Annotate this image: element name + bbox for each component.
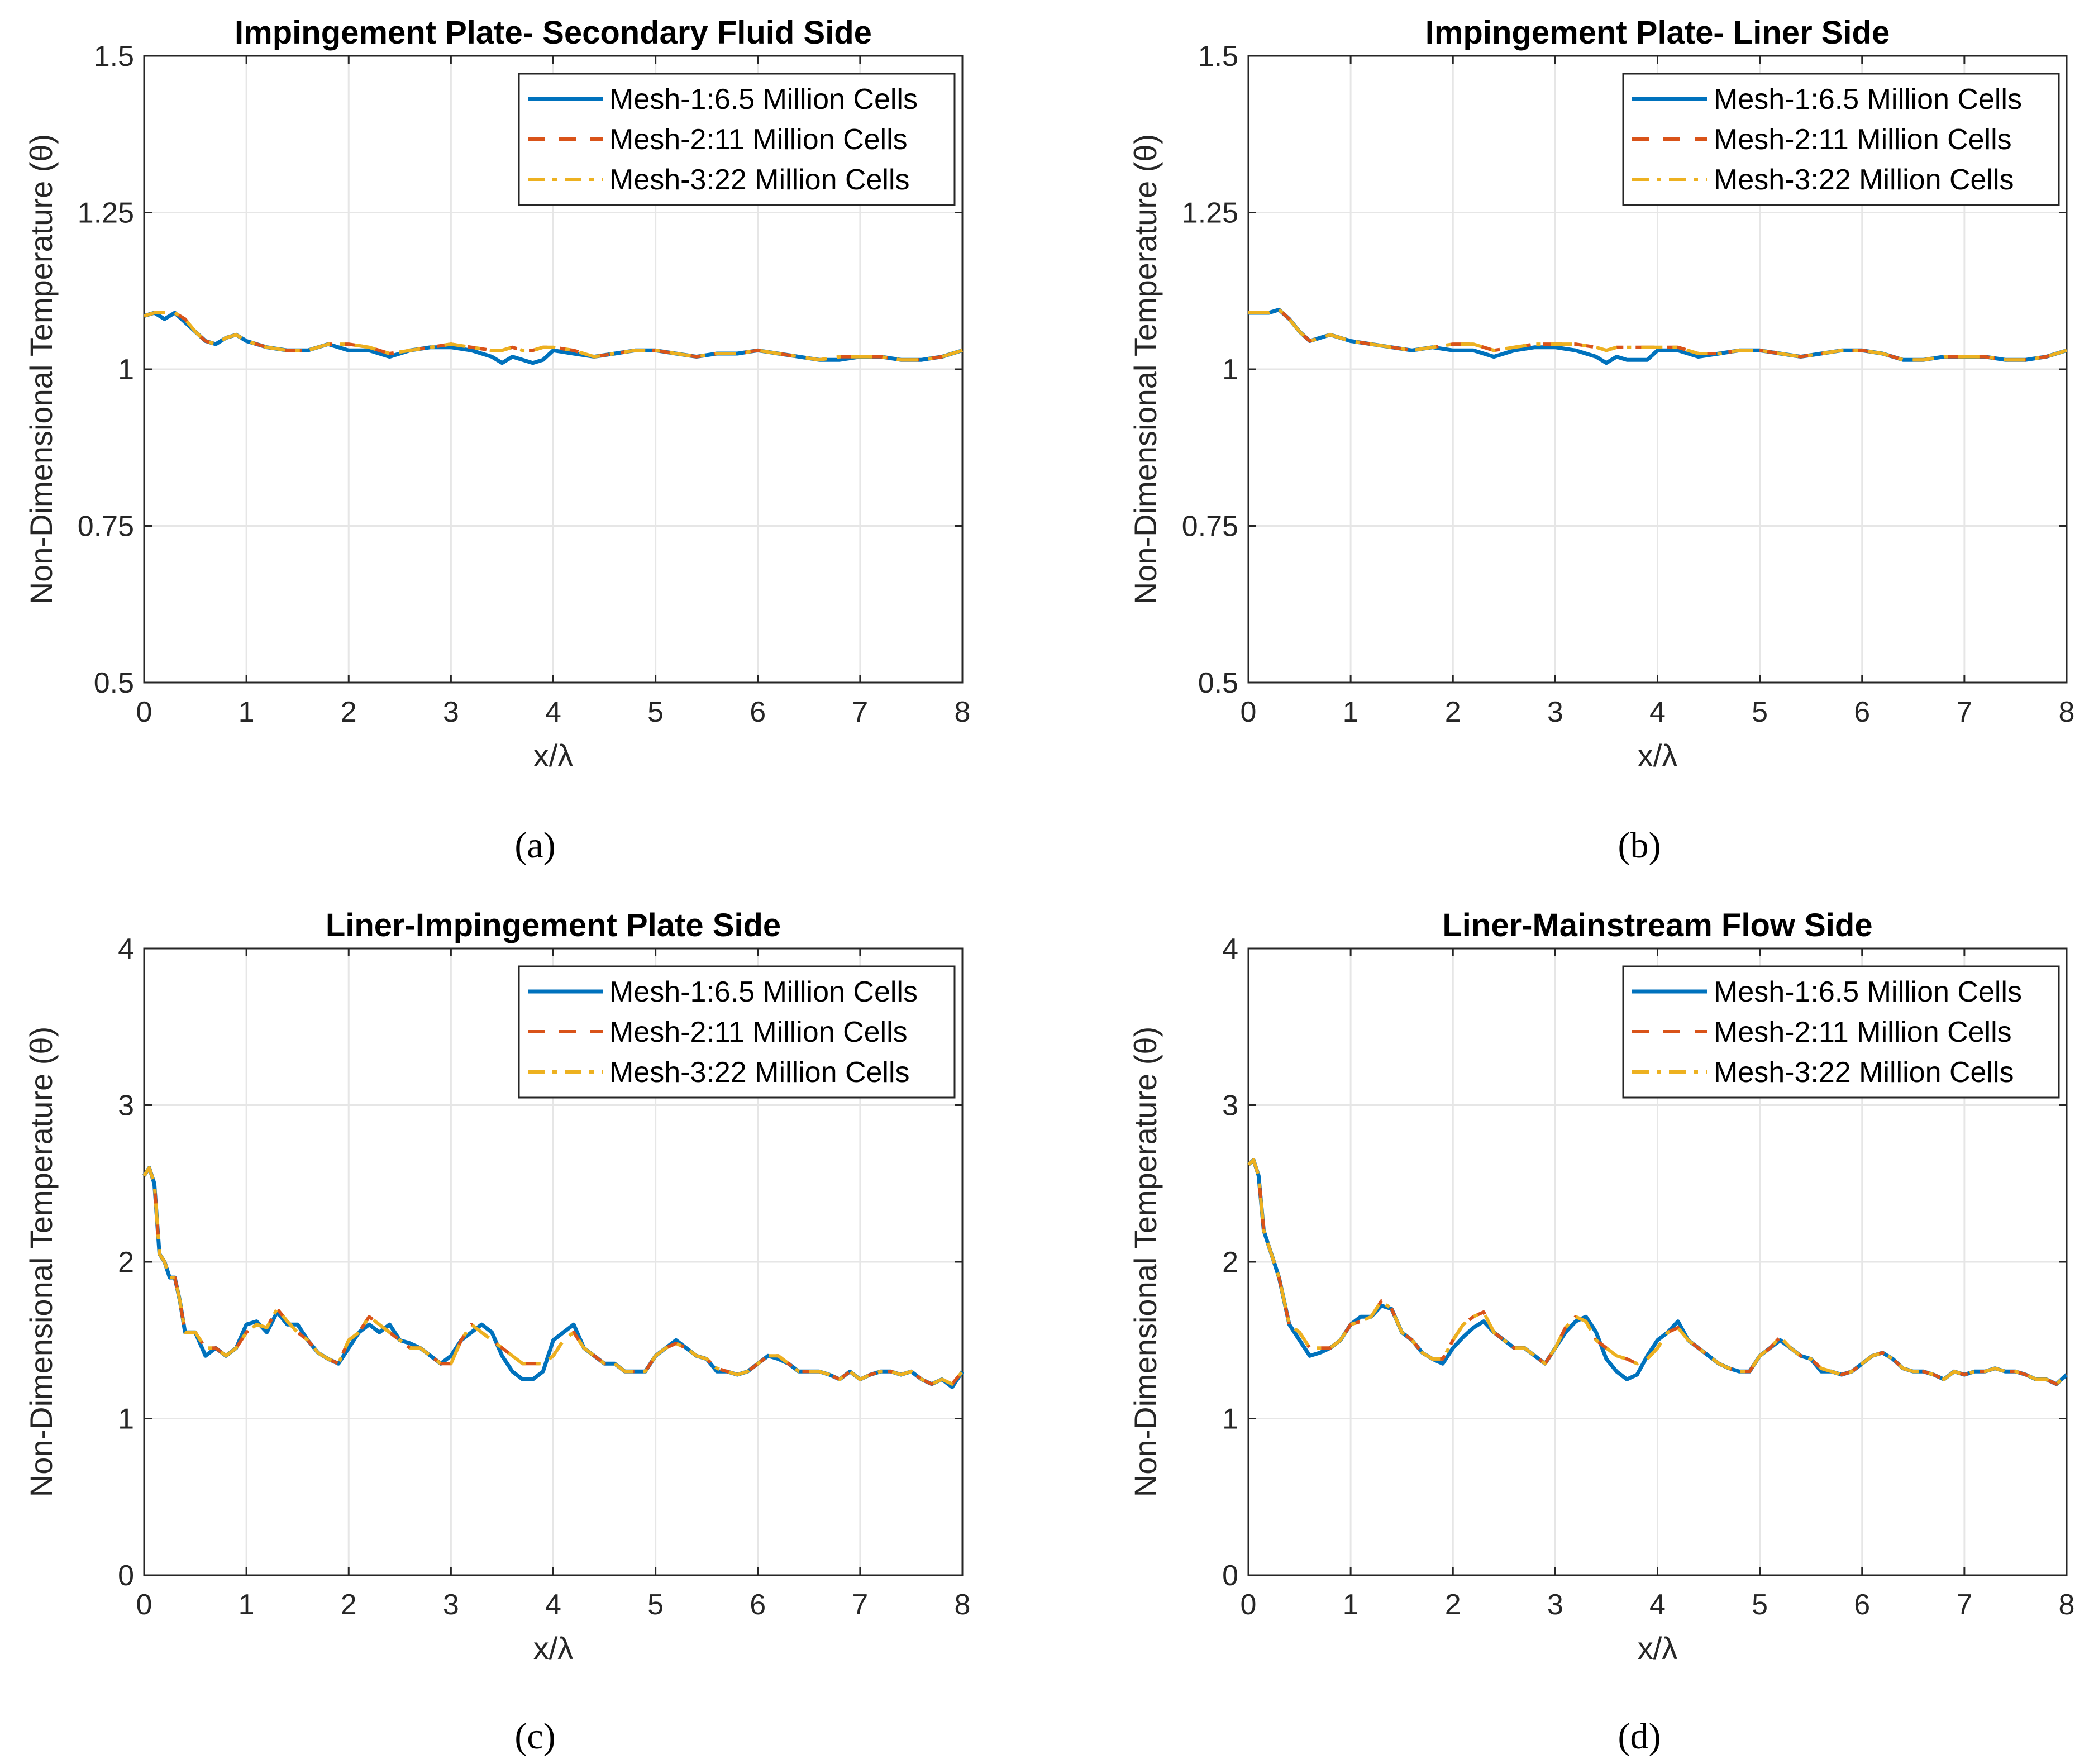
y-tick-label: 4 — [118, 933, 134, 965]
x-tick-label: 8 — [2059, 1589, 2075, 1621]
x-tick-label: 6 — [750, 1589, 766, 1621]
y-tick-label: 0.5 — [1198, 667, 1238, 699]
x-tick-label: 5 — [647, 1589, 664, 1621]
legend-label-1: Mesh-1:6.5 Million Cells — [609, 976, 918, 1008]
y-tick-label: 1.25 — [1182, 197, 1238, 230]
x-tick-label: 4 — [1649, 1589, 1666, 1621]
legend-label-1: Mesh-1:6.5 Million Cells — [1714, 83, 2022, 116]
chart-panel-b: 0 1 2 3 4 5 6 7 8 0.5 0.75 1 1.25 1.5 Impingement Plat… — [1128, 15, 2074, 866]
panel-caption: (b) — [1618, 825, 1661, 866]
x-tick-label: 7 — [852, 1589, 868, 1621]
y-tick-label: 0.75 — [1182, 511, 1238, 543]
y-tick-label: 0.75 — [78, 511, 134, 543]
x-tick-label: 4 — [545, 1589, 561, 1621]
x-axis-label: x/λ — [533, 738, 574, 773]
y-axis-label: Non-Dimensional Temperature (θ) — [1128, 1027, 1163, 1497]
y-tick-label: 1 — [118, 354, 134, 386]
x-tick-label: 5 — [1752, 1589, 1768, 1621]
chart-panel-d: 0 1 2 3 4 5 6 7 8 0 1 2 3 4 Liner-Mainstream Flow Side… — [1128, 907, 2074, 1757]
chart-title: Impingement Plate- Secondary Fluid Side — [235, 15, 872, 51]
x-tick-label: 6 — [1854, 1589, 1870, 1621]
series-line-3 — [1247, 1158, 2068, 1386]
series-line-3 — [142, 1166, 964, 1386]
x-tick-label: 8 — [955, 1589, 971, 1621]
x-tick-label: 3 — [1547, 696, 1563, 728]
legend-label-2: Mesh-2:11 Million Cells — [609, 123, 908, 156]
x-tick-label: 3 — [443, 696, 459, 728]
y-axis-label: Non-Dimensional Temperature (θ) — [1128, 134, 1163, 604]
x-tick-label: 8 — [2059, 696, 2075, 728]
x-tick-label: 7 — [1956, 1589, 1972, 1621]
chart-title: Liner-Mainstream Flow Side — [1442, 907, 1872, 943]
y-tick-label: 0.5 — [94, 667, 134, 699]
x-axis-label: x/λ — [1638, 738, 1678, 773]
legend-label-3: Mesh-3:22 Million Cells — [1714, 1056, 2014, 1089]
x-tick-label: 8 — [955, 696, 971, 728]
x-tick-label: 0 — [1241, 1589, 1257, 1621]
y-tick-label: 0 — [1222, 1560, 1238, 1592]
x-tick-label: 2 — [1445, 696, 1461, 728]
x-tick-label: 0 — [1241, 696, 1257, 728]
y-tick-label: 1 — [1222, 1403, 1238, 1436]
y-tick-label: 0 — [118, 1560, 134, 1592]
x-tick-label: 1 — [239, 696, 255, 728]
x-tick-label: 0 — [136, 1589, 152, 1621]
y-tick-label: 1.5 — [1198, 40, 1238, 73]
x-axis-label: x/λ — [533, 1630, 574, 1666]
y-tick-label: 1 — [118, 1403, 134, 1436]
y-tick-label: 3 — [118, 1090, 134, 1122]
legend-label-2: Mesh-2:11 Million Cells — [1714, 123, 2012, 156]
y-tick-label: 1.5 — [94, 40, 134, 73]
legend-label-3: Mesh-3:22 Million Cells — [609, 1056, 910, 1089]
panel-caption: (c) — [514, 1716, 555, 1757]
chart-title: Liner-Impingement Plate Side — [326, 907, 781, 943]
x-tick-label: 6 — [750, 696, 766, 728]
chart-panel-a: 0 1 2 3 4 5 6 7 8 0.5 0.75 1 1.25 1.5 Impingement Plat… — [23, 15, 970, 866]
x-tick-label: 1 — [1343, 696, 1359, 728]
y-tick-label: 4 — [1222, 933, 1238, 965]
x-tick-label: 1 — [1343, 1589, 1359, 1621]
x-tick-label: 5 — [647, 696, 664, 728]
legend-label-3: Mesh-3:22 Million Cells — [609, 164, 910, 196]
x-tick-label: 0 — [136, 696, 152, 728]
y-tick-label: 3 — [1222, 1090, 1238, 1122]
x-tick-label: 7 — [1956, 696, 1972, 728]
y-tick-label: 1 — [1222, 354, 1238, 386]
x-tick-label: 4 — [545, 696, 561, 728]
x-tick-label: 6 — [1854, 696, 1870, 728]
x-tick-label: 2 — [1445, 1589, 1461, 1621]
x-tick-label: 1 — [239, 1589, 255, 1621]
y-tick-label: 2 — [1222, 1246, 1238, 1279]
panel-caption: (d) — [1618, 1716, 1661, 1757]
y-tick-label: 1.25 — [78, 197, 134, 230]
series-line-3 — [1248, 308, 2067, 362]
x-tick-label: 3 — [1547, 1589, 1563, 1621]
x-tick-label: 2 — [341, 1589, 357, 1621]
y-tick-label: 2 — [118, 1246, 134, 1279]
x-tick-label: 5 — [1752, 696, 1768, 728]
legend-label-1: Mesh-1:6.5 Million Cells — [609, 83, 918, 116]
chart-panel-c: 0 1 2 3 4 5 6 7 8 0 1 2 3 4 Liner-Impingement Plate Si… — [23, 907, 970, 1757]
x-tick-label: 4 — [1649, 696, 1666, 728]
legend-label-2: Mesh-2:11 Million Cells — [609, 1016, 908, 1048]
legend-label-2: Mesh-2:11 Million Cells — [1714, 1016, 2012, 1048]
legend-label-1: Mesh-1:6.5 Million Cells — [1714, 976, 2022, 1008]
x-tick-label: 3 — [443, 1589, 459, 1621]
chart-title: Impingement Plate- Liner Side — [1425, 15, 1890, 51]
legend-label-3: Mesh-3:22 Million Cells — [1714, 164, 2014, 196]
y-axis-label: Non-Dimensional Temperature (θ) — [23, 1027, 59, 1497]
series-line-3 — [144, 311, 963, 362]
x-tick-label: 2 — [341, 696, 357, 728]
y-axis-label: Non-Dimensional Temperature (θ) — [23, 134, 59, 604]
x-axis-label: x/λ — [1638, 1630, 1678, 1666]
panel-caption: (a) — [514, 825, 555, 866]
x-tick-label: 7 — [852, 696, 868, 728]
